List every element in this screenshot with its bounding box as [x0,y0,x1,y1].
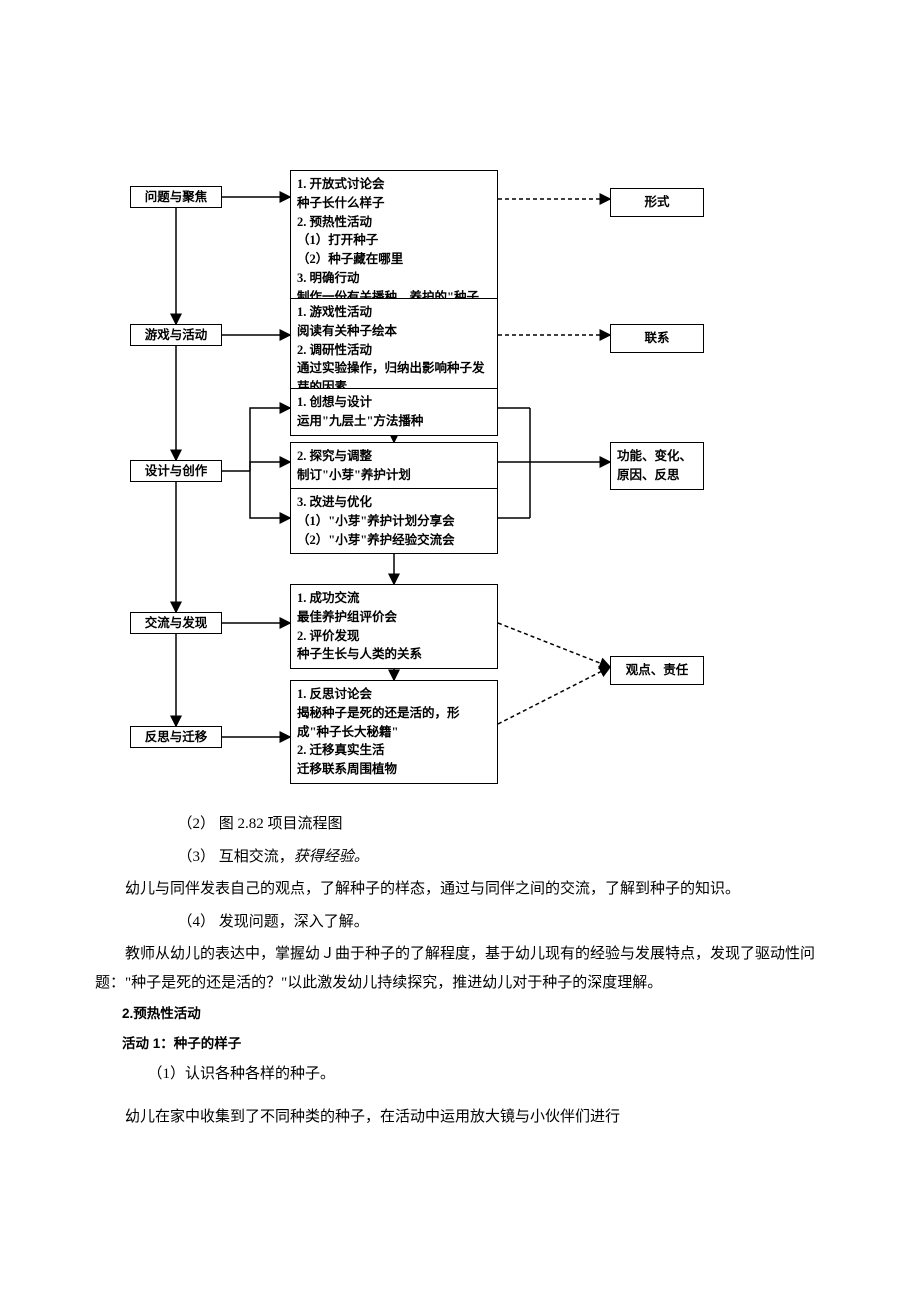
item-3-text: 幼儿与同伴发表自己的观点，了解种子的样态，通过与同伴之间的交流，了解到种子的知识… [95,875,825,904]
content-c4: 1. 成功交流最佳养护组评价会2. 评价发现种子生长与人类的关系 [290,584,498,669]
content-c3b: 2. 探究与调整制订"小芽"养护计划 [290,442,498,490]
item-4-label: （4） 发现问题，深入了解。 [95,908,825,937]
activity-1-item-1: （1）认识各种各样的种子。 [95,1060,825,1089]
item-3: （3） 互相交流，获得经验。 [95,843,825,872]
item-3-label: （3） 互相交流， [178,849,294,865]
right-r2: 联系 [610,324,704,353]
activity-1-text: 幼儿在家中收集到了不同种类的种子，在活动中运用放大镜与小伙伴们进行 [95,1103,825,1132]
section-2-heading: 2.预热性活动 [95,1001,825,1027]
stage-s1: 问题与聚焦 [130,186,222,208]
content-c3c: 3. 改进与优化（1）"小芽"养护计划分享会（2）"小芽"养护经验交流会 [290,488,498,554]
content-c5: 1. 反思讨论会揭秘种子是死的还是活的，形成"种子长大秘籍"2. 迁移真实生活迁… [290,680,498,784]
right-r4: 观点、责任 [610,656,704,685]
project-flowchart: 问题与聚焦游戏与活动设计与创作交流与发现反思与迁移1. 开放式讨论会种子长什么样… [130,170,730,800]
stage-s4: 交流与发现 [130,612,222,634]
stage-s3: 设计与创作 [130,460,222,482]
content-c2: 1. 游戏性活动阅读有关种子绘本2. 调研性活动通过实验操作，归纳出影响种子发芽… [290,298,498,402]
item-4-text: 教师从幼儿的表达中，掌握幼Ｊ曲于种子的了解程度，基于幼儿现有的经验与发展特点，发… [95,940,825,997]
figure-caption: （2） 图 2.82 项目流程图 [95,810,825,839]
activity-1-heading: 活动 1：种子的样子 [95,1031,825,1057]
stage-s2: 游戏与活动 [130,324,222,346]
stage-s5: 反思与迁移 [130,726,222,748]
right-r3: 功能、变化、原因、反思 [610,442,704,490]
item-3-italic: 获得经验。 [294,849,369,865]
right-r1: 形式 [610,188,704,217]
content-c3a: 1. 创想与设计运用"九层土"方法播种 [290,388,498,436]
